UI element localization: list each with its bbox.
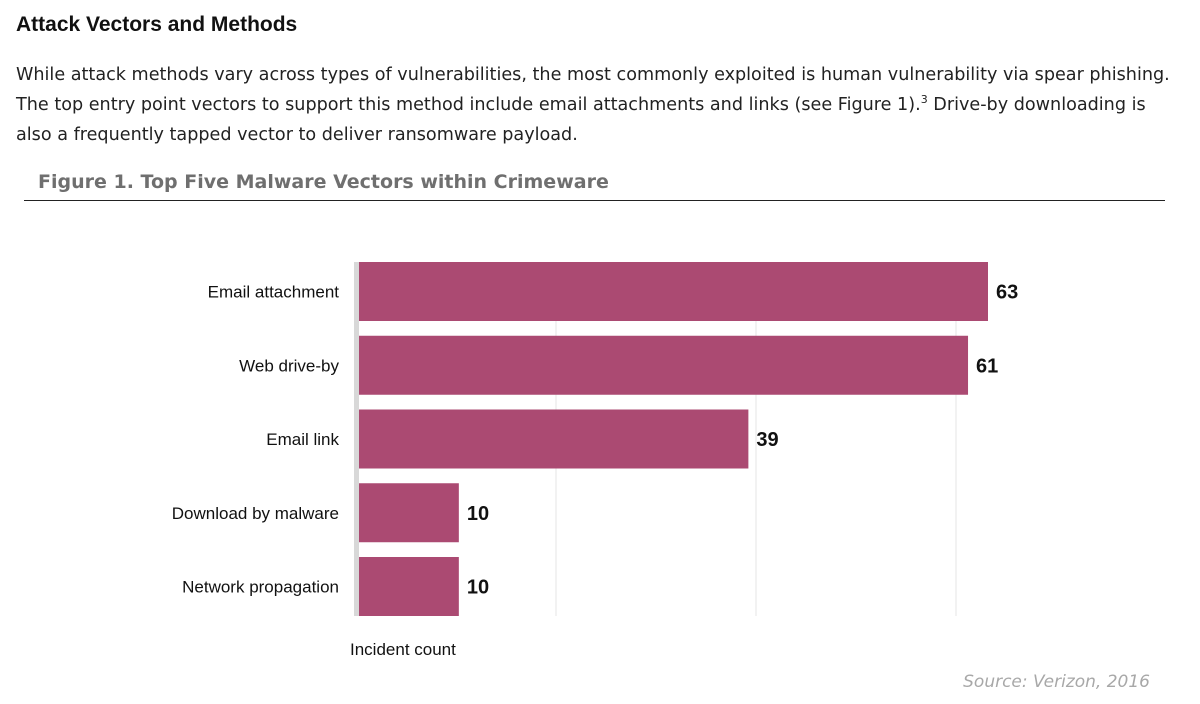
caption-rule <box>24 200 1165 201</box>
category-label-email-link: Email link <box>266 430 339 449</box>
data-label-network-propagation: 10 <box>467 577 489 599</box>
category-label-web-drive-by: Web drive-by <box>239 356 339 375</box>
chart-data-labels: 63 61 39 10 10 <box>467 282 1018 599</box>
data-label-email-attachment: 63 <box>996 282 1018 304</box>
chart-category-labels: Email attachment Web drive-by Email link Do… <box>172 283 340 597</box>
bar-download-by-malware <box>359 483 459 543</box>
data-label-download-by-malware: 10 <box>467 503 489 525</box>
y-axis-baseline <box>354 262 359 616</box>
data-label-email-link: 39 <box>756 429 778 451</box>
x-axis-label: Incident count <box>350 640 456 659</box>
intro-paragraph: While attack methods vary across types o… <box>16 60 1186 150</box>
bar-email-attachment <box>359 262 988 321</box>
category-label-network-propagation: Network propagation <box>182 578 339 597</box>
source-note: Source: Verizon, 2016 <box>963 672 1150 692</box>
bar-network-propagation <box>359 557 459 616</box>
chart-bars <box>359 262 988 616</box>
category-label-email-attachment: Email attachment <box>208 283 340 302</box>
intro-text-continued: Drive-by downloading is also a frequentl… <box>16 95 1146 145</box>
intro-text: While attack methods vary across types o… <box>16 65 1170 115</box>
footnote-marker: 3 <box>920 93 928 107</box>
bar-email-link <box>359 409 749 469</box>
section-heading: Attack Vectors and Methods <box>16 13 298 36</box>
bar-web-drive-by <box>359 335 969 395</box>
category-label-download-by-malware: Download by malware <box>172 504 339 523</box>
figure-caption: Figure 1. Top Five Malware Vectors withi… <box>38 171 609 193</box>
data-label-web-drive-by: 61 <box>976 355 998 377</box>
